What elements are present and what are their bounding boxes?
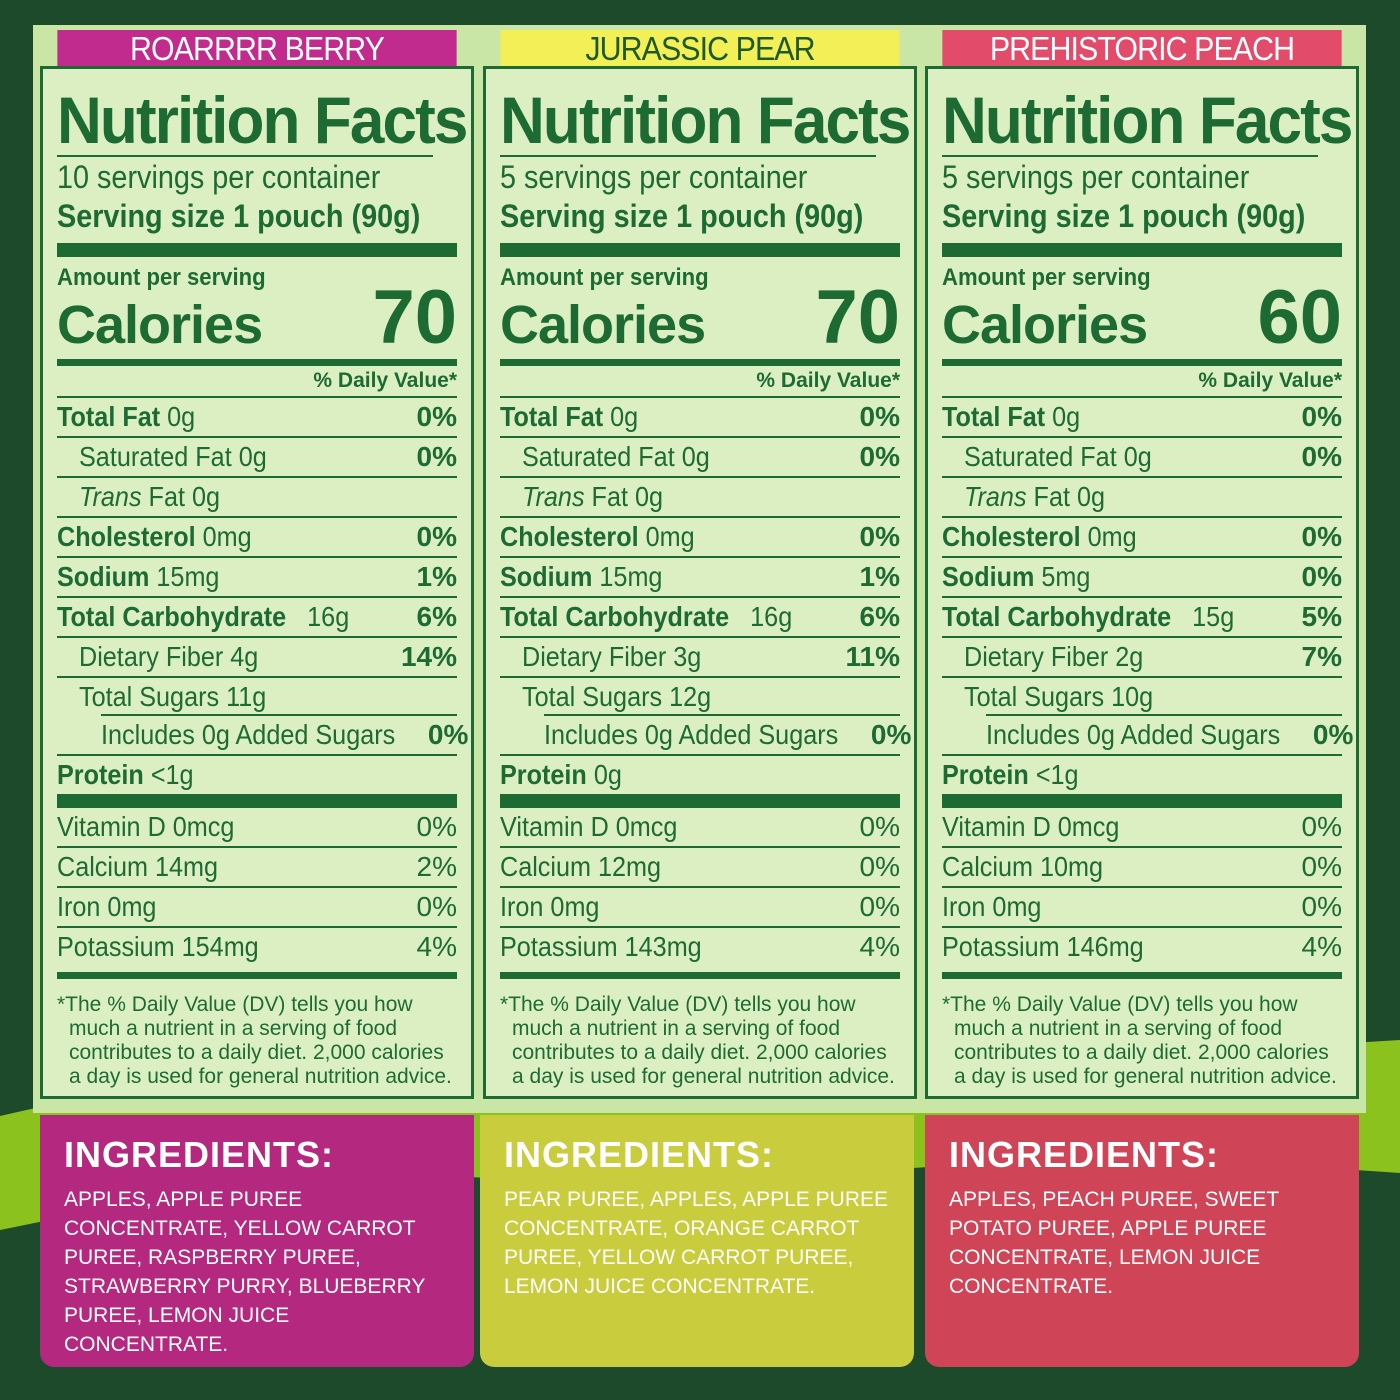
divider — [57, 794, 457, 808]
carbohydrate-row: Total Carbohydrate 16g 6% — [57, 598, 457, 638]
divider — [500, 243, 900, 257]
total-fat-row: Total Fat 0g 0% — [57, 398, 457, 438]
potassium-row: Potassium 154mg 4% — [57, 931, 457, 962]
servings-per-container: 10 servings per container — [57, 159, 381, 195]
potassium-row: Potassium 146mg 4% — [942, 931, 1342, 962]
trans-fat-row: Trans Fat 0g — [500, 478, 900, 518]
daily-value-header: % Daily Value* — [57, 366, 457, 398]
nutrition-facts-title: Nutrition Facts — [57, 83, 468, 157]
ingredients-title: INGREDIENTS: — [504, 1134, 775, 1175]
divider — [942, 243, 1342, 257]
sodium-row: Sodium 5mg 0% — [942, 558, 1342, 598]
total-fat-row: Total Fat 0g 0% — [500, 398, 900, 438]
fiber-row: Dietary Fiber 2g 7% — [942, 638, 1342, 678]
fiber-row: Dietary Fiber 4g 14% — [57, 638, 457, 678]
divider — [57, 972, 457, 979]
saturated-fat-row: Saturated Fat 0g 0% — [500, 438, 900, 478]
divider — [57, 359, 457, 366]
servings-per-container: 5 servings per container — [500, 159, 808, 195]
cholesterol-row: Cholesterol 0mg 0% — [942, 518, 1342, 558]
calories-value: 70 — [372, 275, 457, 360]
servings-per-container: 5 servings per container — [942, 159, 1250, 195]
flavor-name: ROARRRR BERRY — [57, 30, 457, 67]
protein-row: Protein <1g — [57, 759, 194, 790]
daily-value-header: % Daily Value* — [942, 366, 1342, 398]
ingredients-title: INGREDIENTS: — [949, 1134, 1220, 1175]
potassium-row: Potassium 143mg 4% — [500, 931, 900, 962]
calcium-row: Calcium 14mg 2% — [57, 848, 457, 888]
serving-size: Serving size 1 pouch (90g) — [57, 198, 421, 234]
cholesterol-row: Cholesterol 0mg 0% — [500, 518, 900, 558]
iron-row: Iron 0mg 0% — [57, 888, 457, 928]
trans-fat-row: Trans Fat 0g — [942, 478, 1342, 518]
sugars-row: Total Sugars 10g — [942, 678, 1342, 716]
footnote: *The % Daily Value (DV) tells you how mu… — [500, 993, 895, 1088]
vitamin-d-row: Vitamin D 0mcg 0% — [57, 808, 457, 848]
calories-value: 60 — [1257, 275, 1342, 360]
sugars-row: Total Sugars 11g — [57, 678, 457, 716]
divider — [942, 794, 1342, 808]
amount-per-serving: Amount per serving — [57, 264, 266, 291]
calories-value: 70 — [815, 275, 900, 360]
divider — [500, 359, 900, 366]
calories-row: Calories 60 — [942, 280, 1342, 356]
divider — [57, 243, 457, 257]
sugars-row: Total Sugars 12g — [500, 678, 900, 716]
ingredients-text: APPLES, PEACH PUREE, SWEET POTATO PUREE,… — [949, 1188, 1279, 1298]
sodium-row: Sodium 15mg 1% — [57, 558, 457, 598]
amount-per-serving: Amount per serving — [500, 264, 709, 291]
carbohydrate-row: Total Carbohydrate 15g 5% — [942, 598, 1342, 638]
fiber-row: Dietary Fiber 3g 11% — [500, 638, 900, 678]
added-sugars-row: Includes 0g Added Sugars 0% — [500, 716, 911, 756]
daily-value-header: % Daily Value* — [500, 366, 900, 398]
cholesterol-row: Cholesterol 0mg 0% — [57, 518, 457, 558]
nutrition-facts-box: Nutrition Facts 5 servings per container… — [483, 66, 917, 1099]
calories-label: Calories — [942, 295, 1148, 355]
divider — [942, 359, 1342, 366]
ingredients-text: PEAR PUREE, APPLES, APPLE PUREE CONCENTR… — [504, 1188, 888, 1298]
serving-size: Serving size 1 pouch (90g) — [500, 198, 864, 234]
added-sugars-row: Includes 0g Added Sugars 0% — [942, 716, 1353, 756]
footnote: *The % Daily Value (DV) tells you how mu… — [57, 993, 452, 1088]
serving-size: Serving size 1 pouch (90g) — [942, 198, 1306, 234]
divider — [942, 972, 1342, 979]
divider — [500, 972, 900, 979]
nutrition-panel-peach: PREHISTORIC PEACH Nutrition Facts 5 serv… — [925, 30, 1359, 1099]
ingredients-title: INGREDIENTS: — [64, 1134, 335, 1175]
added-sugars-row: Includes 0g Added Sugars 0% — [57, 716, 468, 756]
nutrition-facts-box: Nutrition Facts 5 servings per container… — [925, 66, 1359, 1099]
iron-row: Iron 0mg 0% — [500, 888, 900, 928]
flavor-name: PREHISTORIC PEACH — [942, 30, 1342, 67]
saturated-fat-row: Saturated Fat 0g 0% — [942, 438, 1342, 478]
protein-row: Protein <1g — [942, 759, 1079, 790]
carbohydrate-row: Total Carbohydrate 16g 6% — [500, 598, 900, 638]
iron-row: Iron 0mg 0% — [942, 888, 1342, 928]
nutrition-facts-title: Nutrition Facts — [942, 83, 1353, 157]
total-fat-row: Total Fat 0g 0% — [942, 398, 1342, 438]
calories-label: Calories — [57, 295, 263, 355]
nutrition-facts-title: Nutrition Facts — [500, 83, 911, 157]
footnote: *The % Daily Value (DV) tells you how mu… — [942, 993, 1337, 1088]
ingredients-text: APPLES, APPLE PUREE CONCENTRATE, YELLOW … — [64, 1188, 426, 1356]
amount-per-serving: Amount per serving — [942, 264, 1151, 291]
calories-label: Calories — [500, 295, 706, 355]
sodium-row: Sodium 15mg 1% — [500, 558, 900, 598]
vitamin-d-row: Vitamin D 0mcg 0% — [500, 808, 900, 848]
ingredients-berry: INGREDIENTS: APPLES, APPLE PUREE CONCENT… — [40, 1115, 474, 1367]
calories-row: Calories 70 — [57, 280, 457, 356]
calories-row: Calories 70 — [500, 280, 900, 356]
flavor-name: JURASSIC PEAR — [500, 30, 900, 67]
ingredients-pear: INGREDIENTS: PEAR PUREE, APPLES, APPLE P… — [480, 1115, 914, 1367]
vitamin-d-row: Vitamin D 0mcg 0% — [942, 808, 1342, 848]
nutrition-panel-pear: JURASSIC PEAR Nutrition Facts 5 servings… — [483, 30, 917, 1099]
nutrition-facts-box: Nutrition Facts 10 servings per containe… — [40, 66, 474, 1099]
trans-fat-row: Trans Fat 0g — [57, 478, 457, 518]
nutrition-panel-berry: ROARRRR BERRY Nutrition Facts 10 serving… — [40, 30, 474, 1099]
ingredients-peach: INGREDIENTS: APPLES, PEACH PUREE, SWEET … — [925, 1115, 1359, 1367]
saturated-fat-row: Saturated Fat 0g 0% — [57, 438, 457, 478]
protein-row: Protein 0g — [500, 759, 622, 790]
calcium-row: Calcium 10mg 0% — [942, 848, 1342, 888]
calcium-row: Calcium 12mg 0% — [500, 848, 900, 888]
divider — [500, 794, 900, 808]
